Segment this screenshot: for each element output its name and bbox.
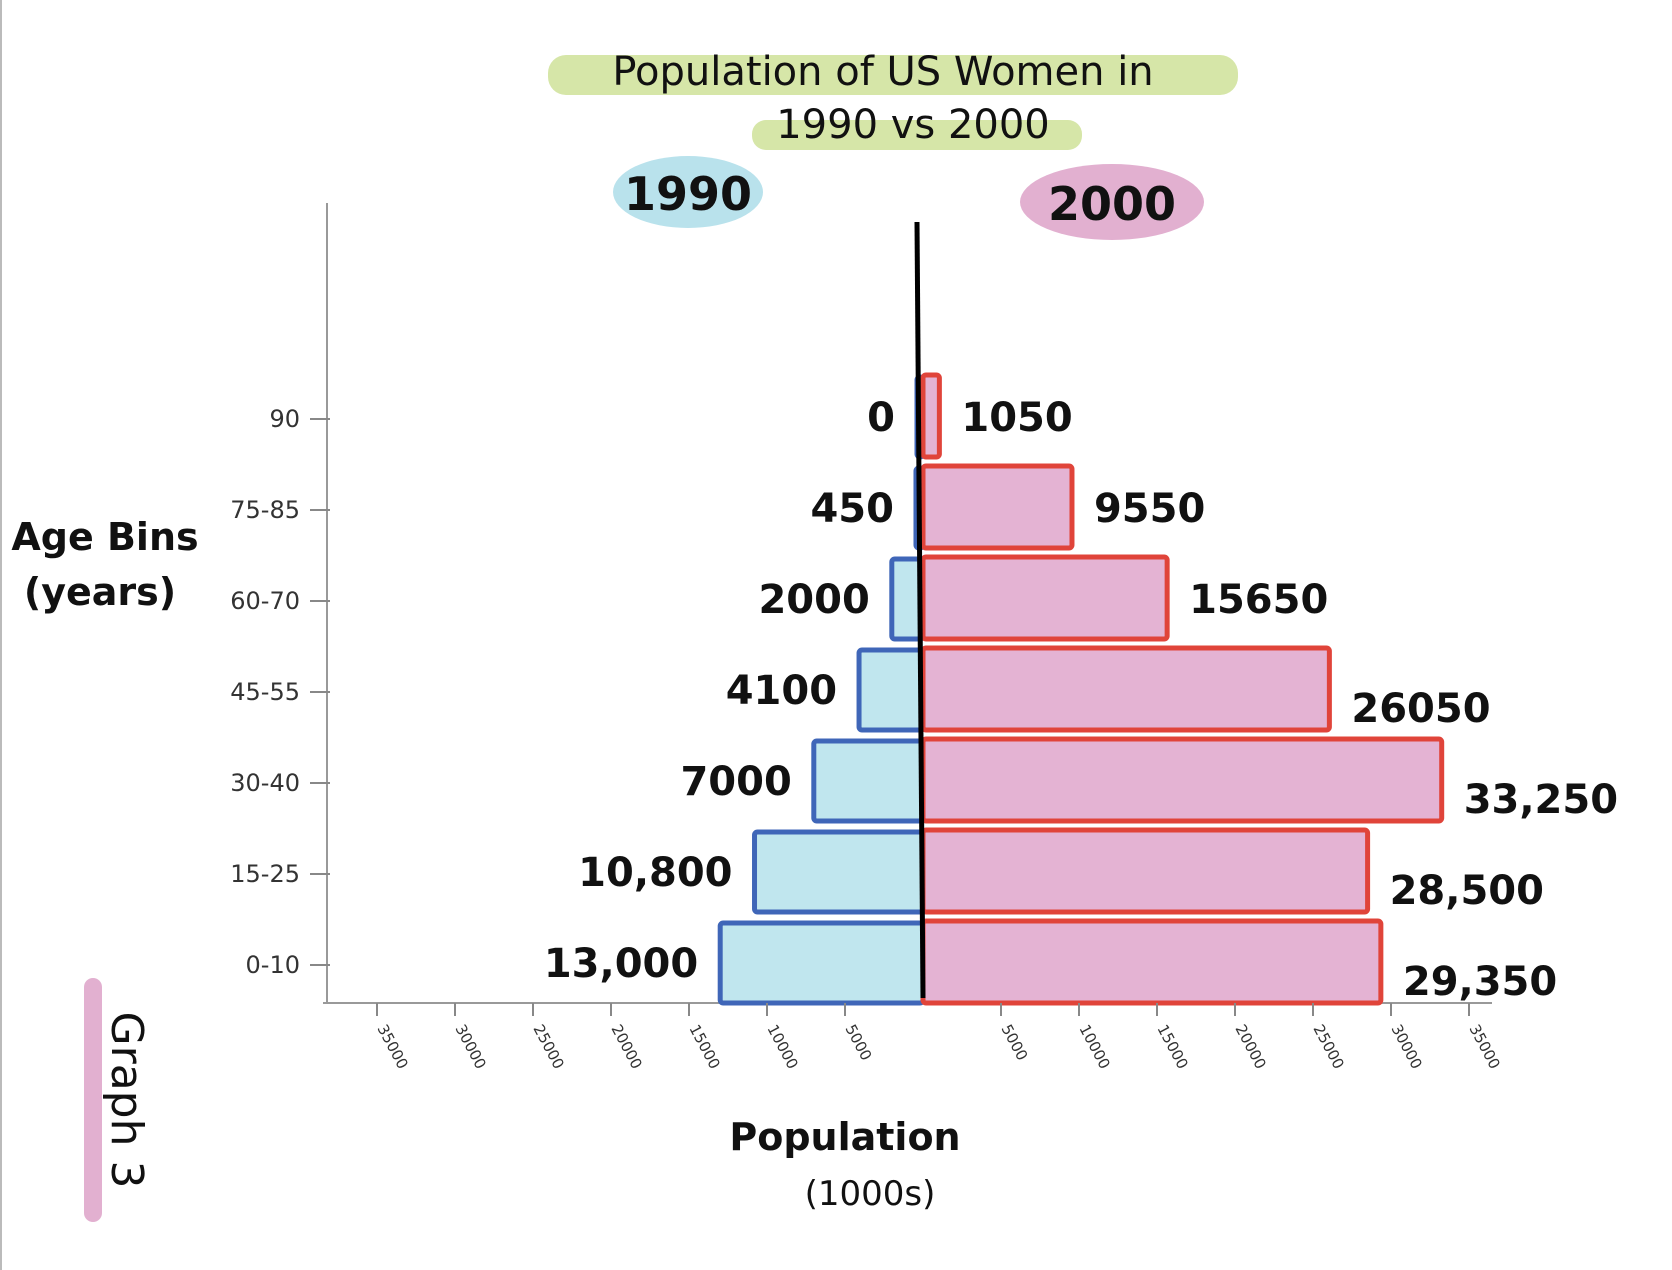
x-axis-title-line2: (1000s) — [805, 1174, 936, 1214]
label-1990-90: 0 — [867, 395, 895, 441]
label-1990-0-10: 13,000 — [544, 941, 698, 987]
label-2000-75-85: 9550 — [1094, 486, 1205, 532]
x-tick-label-left-2: 25000 — [529, 1021, 567, 1072]
label-2000-45-55: 26050 — [1351, 686, 1490, 732]
label-1990-75-85: 450 — [810, 486, 894, 532]
legend-label-1990: 1990 — [624, 167, 752, 221]
label-1990-45-55: 4100 — [726, 668, 837, 714]
bar-2000-90 — [920, 372, 942, 460]
x-tick-label-right-5: 30000 — [1387, 1021, 1425, 1072]
bar-1990-0-10 — [717, 920, 926, 1006]
bar-2000-75-85 — [920, 463, 1075, 551]
y-tick-label-60-70: 60-70 — [230, 587, 300, 615]
chart-title-line2: 1990 vs 2000 — [776, 102, 1050, 148]
x-tick-label-right-6: 35000 — [1465, 1021, 1503, 1072]
title-highlight-line2 — [752, 120, 1082, 150]
bar-1990-30-40 — [811, 738, 926, 824]
y-axis-ticks: 90 75-85 60-70 45-55 30-40 15-25 0-10 — [230, 405, 330, 979]
label-2000-90: 1050 — [961, 395, 1072, 441]
bar-1990-45-55 — [856, 647, 926, 733]
x-tick-label-left-0: 35000 — [373, 1021, 411, 1072]
bar-2000-45-55 — [920, 645, 1332, 733]
x-tick-label-right-4: 25000 — [1309, 1021, 1347, 1072]
graph-tag-highlight — [84, 978, 102, 1222]
x-tick-label-left-6: 5000 — [841, 1021, 875, 1063]
label-2000-60-70: 15650 — [1189, 577, 1328, 623]
x-tick-label-right-1: 10000 — [1075, 1021, 1113, 1072]
y-tick-label-30-40: 30-40 — [230, 769, 300, 797]
label-1990-15-25: 10,800 — [578, 850, 732, 896]
y-tick-label-75-85: 75-85 — [230, 496, 300, 524]
legend-swatch-2000 — [1020, 164, 1204, 240]
bar-2000-0-10 — [920, 918, 1384, 1006]
x-tick-label-left-5: 10000 — [763, 1021, 801, 1072]
label-2000-15-25: 28,500 — [1390, 868, 1544, 914]
title-highlight-line1 — [548, 55, 1238, 95]
bar-2000-15-25 — [920, 827, 1371, 915]
label-1990-30-40: 7000 — [680, 759, 791, 805]
center-axis — [914, 221, 926, 999]
x-tick-label-left-1: 30000 — [451, 1021, 489, 1072]
x-tick-label-right-2: 15000 — [1153, 1021, 1191, 1072]
label-2000-30-40: 33,250 — [1464, 777, 1618, 823]
y-tick-label-0-10: 0-10 — [246, 951, 300, 979]
x-tick-label-right-0: 5000 — [997, 1021, 1031, 1063]
label-1990-60-70: 2000 — [758, 577, 869, 623]
x-axis-ticks: 35000 30000 25000 20000 15000 10000 5000 5000 10… — [373, 1003, 1504, 1072]
data-labels: 0 1050 450 9550 2000 15650 4100 26050 7000 33,250… — [544, 395, 1618, 1005]
graph-tag: Graph 3 — [101, 1012, 152, 1189]
legend-label-2000: 2000 — [1048, 177, 1176, 231]
y-tick-label-15-25: 15-25 — [230, 860, 300, 888]
y-tick-label-90: 90 — [269, 405, 300, 433]
y-tick-label-45-55: 45-55 — [230, 678, 300, 706]
zero-line — [914, 221, 926, 999]
x-tick-label-left-4: 15000 — [685, 1021, 723, 1072]
label-2000-0-10: 29,350 — [1403, 959, 1557, 1005]
x-axis-title-line1: Population — [729, 1115, 960, 1159]
bar-2000-30-40 — [920, 736, 1445, 824]
y-axis-title-line2: (years) — [24, 570, 176, 614]
bar-2000-60-70 — [920, 554, 1170, 642]
x-tick-label-left-3: 20000 — [607, 1021, 645, 1072]
x-tick-label-right-3: 20000 — [1231, 1021, 1269, 1072]
bar-1990-15-25 — [752, 829, 926, 915]
legend-swatch-1990 — [613, 156, 763, 228]
y-axis-title-line1: Age Bins — [11, 515, 198, 559]
chart-title-line1: Population of US Women in — [612, 49, 1153, 95]
